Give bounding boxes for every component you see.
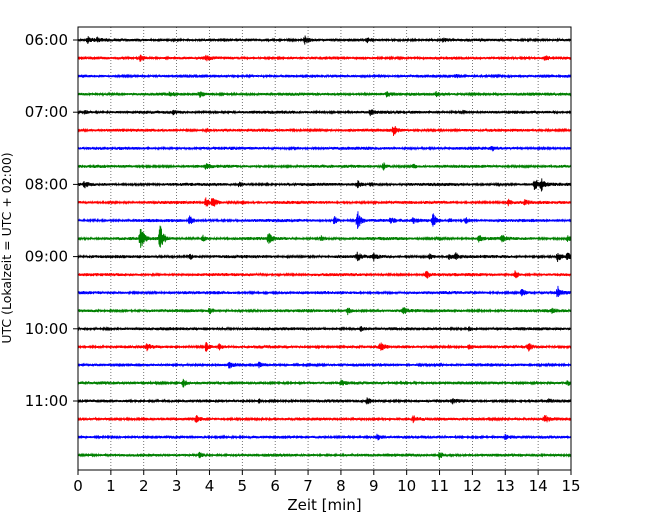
y-axis-label: UTC (Lokalzeit = UTC + 02:00) <box>0 152 14 343</box>
trace-line <box>77 433 572 441</box>
trace-line <box>77 178 572 192</box>
trace-line <box>77 225 572 248</box>
trace-line <box>77 162 572 171</box>
trace-line <box>77 326 572 332</box>
x-tick-label: 14 <box>529 477 548 495</box>
x-tick-label: 3 <box>172 477 182 495</box>
trace-line <box>77 35 572 45</box>
trace-line <box>77 197 572 207</box>
trace-line <box>77 361 572 369</box>
trace-line <box>77 342 572 353</box>
x-tick-label: 0 <box>73 477 83 495</box>
trace-line <box>77 54 572 62</box>
trace-line <box>77 285 572 298</box>
x-tick-label: 7 <box>303 477 313 495</box>
x-tick-label: 12 <box>463 477 482 495</box>
y-tick-label: 06:00 <box>25 31 68 49</box>
x-tick-label: 13 <box>496 477 515 495</box>
trace-line <box>77 307 572 316</box>
y-tick-label: 09:00 <box>25 248 68 266</box>
plot-frame <box>77 26 572 471</box>
trace-line <box>77 451 572 460</box>
x-tick-label: 6 <box>270 477 280 495</box>
y-tick-label: 10:00 <box>25 320 68 338</box>
seismic-traces <box>77 35 572 460</box>
x-axis-ticks: 0 1 2 3 4 5 6 7 8 9 10 11 12 13 14 15 <box>73 470 581 495</box>
x-tick-label: 8 <box>336 477 346 495</box>
x-tick-label: 15 <box>561 477 580 495</box>
x-tick-label: 2 <box>139 477 149 495</box>
trace-line <box>77 270 572 279</box>
x-tick-label: 11 <box>430 477 449 495</box>
trace-line <box>77 397 572 405</box>
trace-line <box>77 126 572 136</box>
y-tick-label: 07:00 <box>25 103 68 121</box>
x-tick-label: 9 <box>369 477 379 495</box>
x-tick-label: 5 <box>238 477 248 495</box>
x-tick-label: 10 <box>397 477 416 495</box>
y-tick-label: 11:00 <box>25 392 68 410</box>
y-axis-ticks: 06:00 07:00 08:00 09:00 10:00 11:00 <box>25 31 78 410</box>
trace-line <box>77 251 572 262</box>
trace-line <box>77 90 572 98</box>
vertical-gridlines <box>110 27 539 470</box>
x-tick-label: 1 <box>106 477 116 495</box>
trace-line <box>77 415 572 424</box>
y-tick-label: 08:00 <box>25 175 68 193</box>
trace-line <box>77 211 572 229</box>
trace-line <box>77 109 572 117</box>
trace-line <box>77 73 572 79</box>
trace-line <box>77 145 572 152</box>
x-tick-label: 4 <box>205 477 215 495</box>
trace-line <box>77 378 572 388</box>
x-axis-label: Zeit [min] <box>287 496 361 514</box>
